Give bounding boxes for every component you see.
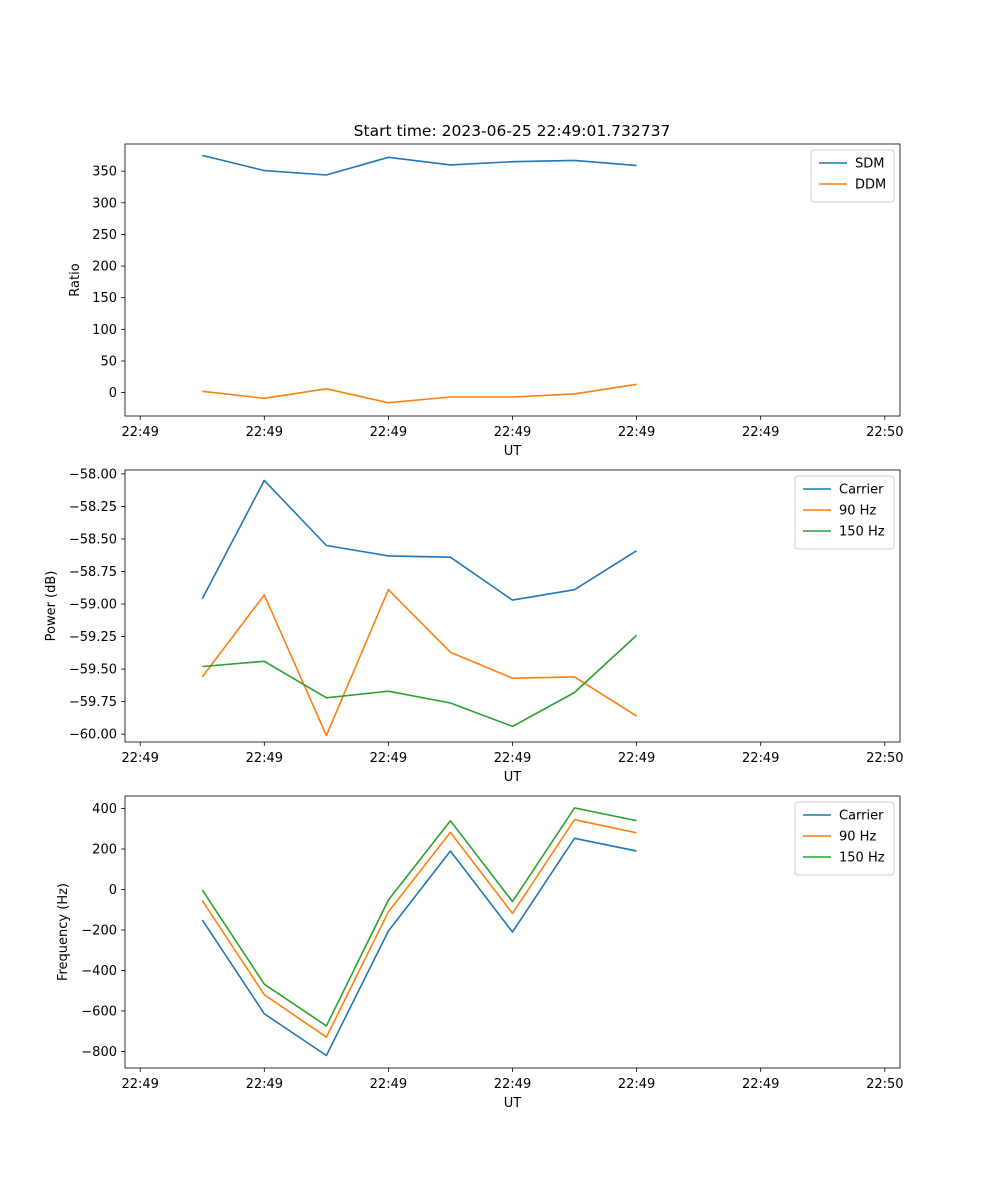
y-tick-label: 100 — [92, 323, 117, 338]
y-tick-label: 300 — [92, 196, 117, 211]
y-tick-label: −59.00 — [69, 598, 117, 613]
x-axis-label: UT — [504, 770, 522, 785]
legend-label: DDM — [855, 178, 886, 193]
x-axis-label: UT — [504, 444, 522, 459]
x-tick-label: 22:49 — [494, 1077, 531, 1092]
y-tick-label: −600 — [81, 1004, 117, 1019]
x-tick-label: 22:49 — [246, 1077, 283, 1092]
series-line-3 — [201, 807, 637, 1027]
y-tick-label: −400 — [81, 964, 117, 979]
y-tick-label: −59.25 — [69, 630, 117, 645]
x-tick-label: 22:49 — [618, 425, 655, 440]
series-group — [201, 479, 638, 737]
series-group — [202, 154, 637, 404]
series-line-2 — [202, 383, 637, 404]
series-line-1 — [201, 837, 637, 1057]
legend-label: Carrier — [839, 809, 884, 824]
x-tick-label: 22:49 — [742, 425, 779, 440]
legend-label: 150 Hz — [839, 851, 885, 866]
x-tick-label: 22:49 — [742, 1077, 779, 1092]
x-axis-label: UT — [504, 1096, 522, 1111]
y-tick-label: 0 — [109, 883, 117, 898]
legend-label: 90 Hz — [839, 830, 876, 845]
x-tick-label: 22:49 — [121, 425, 158, 440]
y-tick-label: −58.00 — [69, 467, 117, 482]
y-axis-label: Frequency (Hz) — [56, 883, 71, 981]
x-tick-label: 22:49 — [742, 751, 779, 766]
legend: Carrier 90 Hz 150 Hz — [794, 475, 895, 550]
y-tick-label: −59.50 — [69, 663, 117, 678]
x-tick-label: 22:50 — [866, 1077, 903, 1092]
plots: 22:49 22:49 22:49 22:49 22:49 22:49 22:50 0 50 10… — [44, 143, 904, 1111]
x-tick-label: 22:49 — [246, 425, 283, 440]
legend-label: SDM — [855, 157, 884, 172]
y-tick-label: 150 — [92, 291, 117, 306]
y-tick-label: −58.50 — [69, 532, 117, 547]
x-tick-label: 22:50 — [866, 425, 903, 440]
x-tick-label: 22:49 — [370, 1077, 407, 1092]
x-tick-label: 22:49 — [121, 1077, 158, 1092]
x-tick-label: 22:49 — [494, 751, 531, 766]
x-tick-label: 22:49 — [246, 751, 283, 766]
x-tick-label: 22:49 — [618, 751, 655, 766]
legend: Carrier 90 Hz 150 Hz — [794, 801, 895, 876]
subplot-1: 22:49 22:49 22:49 22:49 22:49 22:49 22:50 0 50 10… — [68, 143, 904, 459]
series-group — [201, 807, 637, 1057]
y-tick-label: 350 — [92, 165, 117, 180]
y-tick-label: −800 — [81, 1045, 117, 1060]
legend-label: 150 Hz — [839, 525, 885, 540]
y-axis-label: Ratio — [68, 263, 83, 296]
y-tick-label: 400 — [92, 802, 117, 817]
y-tick-label: −200 — [81, 923, 117, 938]
y-tick-label: −59.75 — [69, 695, 117, 710]
y-tick-label: −58.25 — [69, 500, 117, 515]
y-tick-label: 50 — [100, 354, 117, 369]
y-tick-label: 250 — [92, 228, 117, 243]
series-line-2 — [201, 588, 638, 737]
y-axis-label: Power (dB) — [44, 571, 59, 642]
series-line-3 — [202, 634, 638, 728]
legend-label: 90 Hz — [839, 504, 876, 519]
series-line-2 — [201, 818, 637, 1038]
subplot-3: 22:49 22:49 22:49 22:49 22:49 22:49 22:50 −800 −… — [56, 795, 904, 1111]
x-tick-label: 22:49 — [370, 751, 407, 766]
figure-title: Start time: 2023-06-25 22:49:01.732737 — [354, 122, 671, 140]
series-line-1 — [201, 479, 638, 601]
x-tick-label: 22:49 — [370, 425, 407, 440]
y-tick-label: −60.00 — [69, 728, 117, 743]
subplot-2: 22:49 22:49 22:49 22:49 22:49 22:49 22:50 −60.0… — [44, 467, 904, 785]
x-tick-label: 22:49 — [618, 1077, 655, 1092]
x-tick-label: 22:49 — [494, 425, 531, 440]
series-line-1 — [202, 154, 637, 176]
legend: SDM DDM — [810, 149, 895, 203]
y-tick-label: 200 — [92, 843, 117, 858]
x-tick-label: 22:50 — [866, 751, 903, 766]
legend-label: Carrier — [839, 483, 884, 498]
y-tick-label: 200 — [92, 260, 117, 275]
y-tick-label: 0 — [109, 386, 117, 401]
x-tick-label: 22:49 — [121, 751, 158, 766]
y-tick-label: −58.75 — [69, 565, 117, 580]
